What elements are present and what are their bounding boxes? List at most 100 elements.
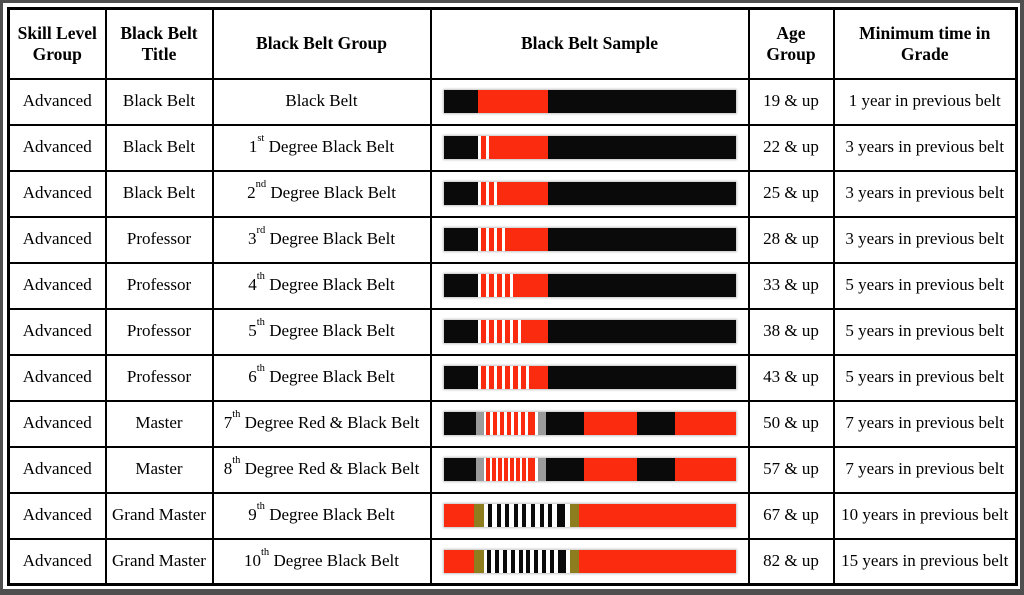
- header-black-belt-title: Black Belt Title: [104, 7, 214, 80]
- cell-belt-title: Black Belt: [104, 77, 214, 126]
- cell-age-group: 57 & up: [747, 445, 835, 494]
- red-degree-bar: [477, 136, 548, 159]
- cell-belt-group: 1st Degree Black Belt: [211, 123, 432, 172]
- cell-minimum-time: 7 years in previous belt: [832, 445, 1018, 494]
- degree-stripe-wide: [557, 549, 566, 573]
- cell-minimum-time: 3 years in previous belt: [832, 169, 1018, 218]
- silver-band: [537, 458, 546, 481]
- degree-stripe: [488, 274, 494, 297]
- cell-skill-level: Advanced: [7, 491, 107, 540]
- table-row: Advanced Professor 6th Degree Black Belt…: [7, 353, 1018, 402]
- cell-belt-title: Grand Master: [104, 491, 214, 540]
- cell-minimum-time: 1 year in previous belt: [832, 77, 1018, 126]
- cell-skill-level: Advanced: [7, 215, 107, 264]
- belt-body: [547, 320, 736, 343]
- degree-stripe: [502, 549, 507, 573]
- degree-stripe: [507, 412, 511, 435]
- degree-stripe: [522, 504, 527, 527]
- silver-band: [537, 412, 546, 435]
- cell-belt-sample: [429, 261, 750, 310]
- cell-belt-sample: [429, 123, 750, 172]
- belt-tip: [443, 136, 478, 159]
- cell-minimum-time: 5 years in previous belt: [832, 307, 1018, 356]
- degree-stripe: [495, 549, 500, 573]
- degree-stripe: [496, 504, 501, 527]
- red-degree-bar: [477, 320, 548, 343]
- table-row: Advanced Professor 5th Degree Black Belt…: [7, 307, 1018, 356]
- degree-stripe: [504, 320, 510, 343]
- gold-band: [569, 549, 579, 573]
- header-row: Skill Level Group Black Belt Title Black…: [7, 7, 1018, 80]
- cell-age-group: 25 & up: [747, 169, 835, 218]
- table-row: Advanced Black Belt 1st Degree Black Bel…: [7, 123, 1018, 172]
- red-block: [583, 458, 637, 481]
- table-row: Advanced Grand Master 10th Degree Black …: [7, 537, 1018, 586]
- degree-stripe: [518, 549, 523, 573]
- header-minimum-time: Minimum time in Grade: [832, 7, 1018, 80]
- table-row: Advanced Professor 4th Degree Black Belt…: [7, 261, 1018, 310]
- table-row: Advanced Master 8th Degree Red & Black B…: [7, 445, 1018, 494]
- cell-skill-level: Advanced: [7, 169, 107, 218]
- cell-belt-group: 6th Degree Black Belt: [211, 353, 432, 402]
- belt-sample: [443, 320, 736, 343]
- red-degree-bar: [477, 366, 548, 389]
- ordinal-suffix: th: [256, 501, 265, 513]
- cell-skill-level: Advanced: [7, 77, 107, 126]
- degree-stripe: [491, 458, 496, 481]
- degree-stripe-wide: [527, 412, 535, 435]
- cell-belt-title: Professor: [104, 353, 214, 402]
- red-bar-block: [496, 182, 548, 205]
- degree-stripe-bar: [483, 504, 570, 527]
- degree-stripe: [488, 320, 494, 343]
- degree-stripe: [548, 504, 553, 527]
- belt-sample: [443, 136, 736, 159]
- red-bar-block: [520, 320, 548, 343]
- degree-stripe-bar: [483, 412, 538, 435]
- cell-skill-level: Advanced: [7, 353, 107, 402]
- cell-belt-sample: [429, 169, 750, 218]
- cell-age-group: 43 & up: [747, 353, 835, 402]
- belt-sample: [443, 549, 736, 573]
- belt-body: [547, 90, 736, 113]
- degree-stripe: [500, 412, 505, 435]
- cell-skill-level: Advanced: [7, 123, 107, 172]
- degree-stripe: [487, 549, 492, 573]
- ordinal-suffix: nd: [255, 179, 267, 191]
- black-block: [636, 412, 675, 435]
- degree-stripe: [549, 549, 554, 573]
- degree-stripe: [512, 366, 518, 389]
- belt-body: [578, 549, 736, 573]
- belt-sample: [443, 182, 736, 205]
- cell-belt-sample: [429, 537, 750, 586]
- degree-stripe: [480, 182, 486, 205]
- cell-belt-title: Professor: [104, 215, 214, 264]
- belt-body: [547, 182, 736, 205]
- degree-stripe: [496, 366, 502, 389]
- cell-belt-sample: [429, 445, 750, 494]
- belt-sample: [443, 366, 736, 389]
- belt-tip: [443, 182, 478, 205]
- degree-stripe: [503, 458, 508, 481]
- header-age-group: Age Group: [747, 7, 835, 80]
- belt-tip: [443, 458, 476, 481]
- table-row: Advanced Master 7th Degree Red & Black B…: [7, 399, 1018, 448]
- belt-tip: [443, 320, 478, 343]
- degree-stripe: [480, 136, 486, 159]
- belt-tip: [443, 90, 478, 113]
- cell-belt-group: 3rd Degree Black Belt: [211, 215, 432, 264]
- degree-stripe-bar: [483, 549, 570, 573]
- gold-band: [473, 504, 484, 527]
- cell-belt-group: 9th Degree Black Belt: [211, 491, 432, 540]
- header-skill-level-group: Skill Level Group: [7, 7, 107, 80]
- cell-age-group: 28 & up: [747, 215, 835, 264]
- cell-age-group: 22 & up: [747, 123, 835, 172]
- table-row: Advanced Black Belt Black Belt 19 & up 1…: [7, 77, 1018, 126]
- cell-age-group: 19 & up: [747, 77, 835, 126]
- red-block: [674, 458, 736, 481]
- cell-minimum-time: 5 years in previous belt: [832, 261, 1018, 310]
- cell-belt-title: Black Belt: [104, 123, 214, 172]
- cell-belt-sample: [429, 353, 750, 402]
- black-block: [545, 412, 584, 435]
- degree-stripe: [488, 228, 494, 251]
- cell-belt-group: 5th Degree Black Belt: [211, 307, 432, 356]
